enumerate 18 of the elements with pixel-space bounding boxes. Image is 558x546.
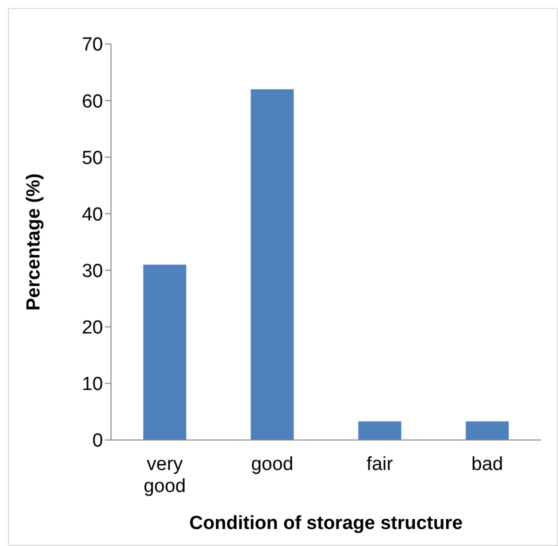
y-tick-label: 30 xyxy=(82,261,103,282)
bar xyxy=(466,421,509,440)
x-tick-label: very good xyxy=(144,454,186,497)
y-axis-title: Percentage (%) xyxy=(24,173,45,311)
x-tick-label: fair xyxy=(366,454,394,475)
bar xyxy=(143,264,186,440)
bar xyxy=(250,89,294,440)
y-tick-label: 10 xyxy=(82,374,103,396)
y-tick-label: 60 xyxy=(82,91,103,112)
x-tick-label: bad xyxy=(471,454,504,475)
y-tick-label: 50 xyxy=(82,148,103,169)
y-tick-label: 0 xyxy=(92,430,103,452)
y-tick-label: 70 xyxy=(82,34,103,56)
x-tick-label: good xyxy=(251,454,294,475)
x-axis-title: Condition of storage structure xyxy=(189,513,463,534)
y-tick-label: 20 xyxy=(82,318,103,339)
y-tick-label: 40 xyxy=(82,204,103,226)
bar xyxy=(358,421,402,440)
